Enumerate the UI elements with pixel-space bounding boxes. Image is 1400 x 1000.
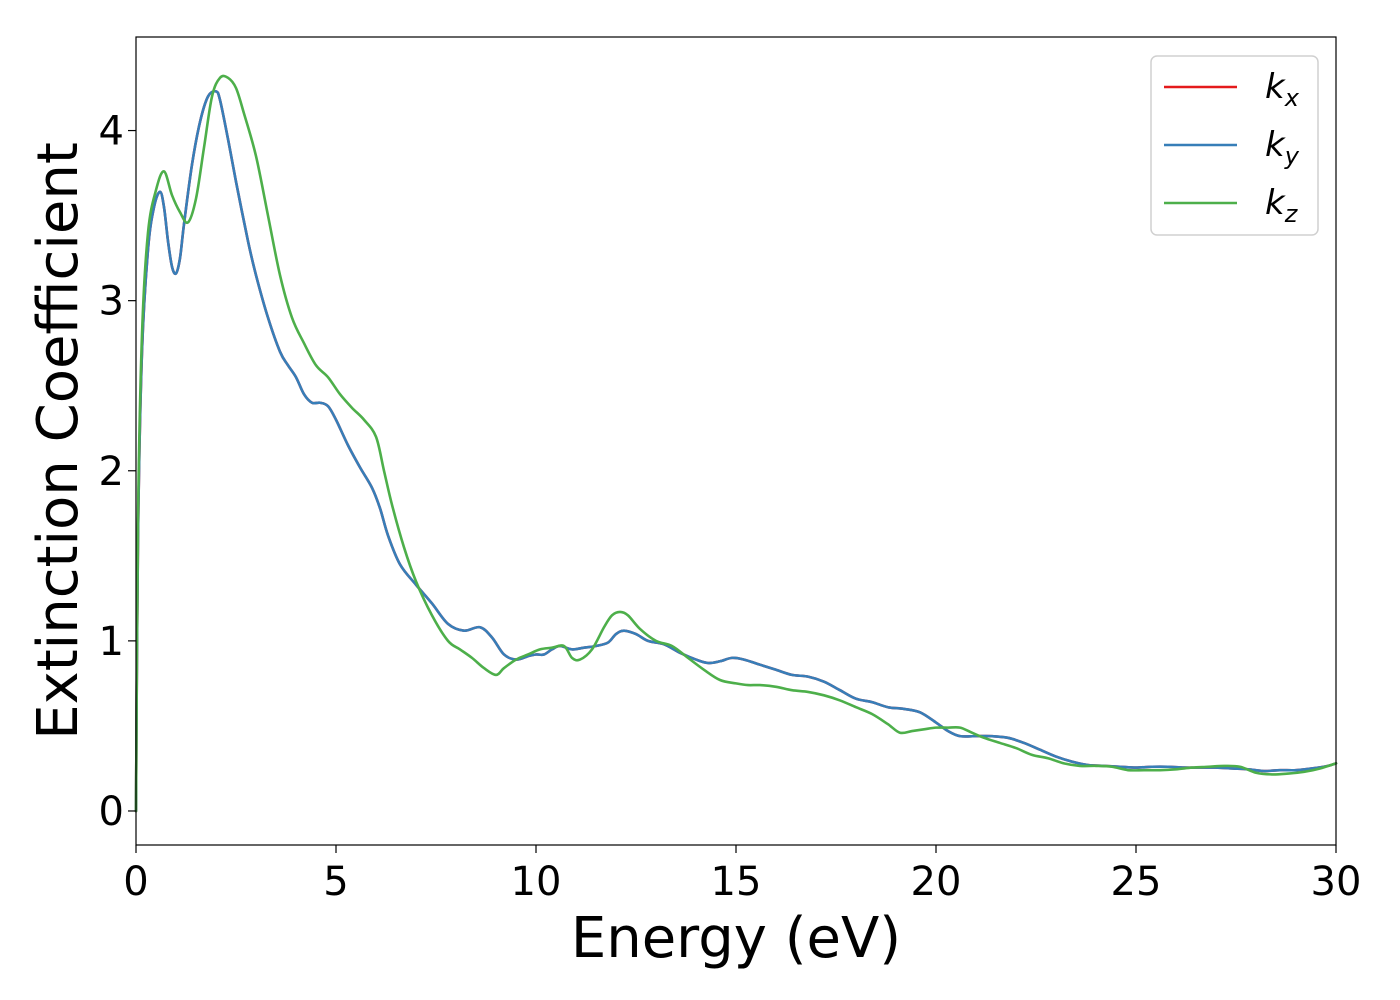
x-tick-label: 30 [1311,859,1362,905]
y-tick-label: 3 [99,279,124,325]
x-tick-label: 20 [911,859,962,905]
x-tick-label: 5 [323,859,348,905]
y-tick-label: 1 [99,619,124,665]
series-line-z [134,74,1338,813]
y-axis-title: Extinction Coefficient [26,142,91,740]
x-tick-label: 0 [123,859,148,905]
x-tick-label: 10 [511,859,562,905]
y-tick-label: 4 [99,109,124,155]
legend-label-y: ky [1265,125,1300,170]
y-tick-label: 0 [99,789,124,835]
x-tick-label: 25 [1111,859,1162,905]
x-axis: 0 5 10 15 20 25 30 [123,845,1361,905]
series-line-y [134,89,1338,813]
legend-label-z: kz [1265,183,1299,228]
y-axis: 0 1 2 3 4 [99,109,136,835]
legend-label-x: kx [1265,67,1300,112]
legend: kx ky kz [1150,55,1319,236]
plot-background [136,37,1336,845]
y-tick-label: 2 [99,449,124,495]
x-axis-title: Energy (eV) [571,906,901,971]
series-layer [134,74,1338,813]
x-tick-label: 15 [711,859,762,905]
